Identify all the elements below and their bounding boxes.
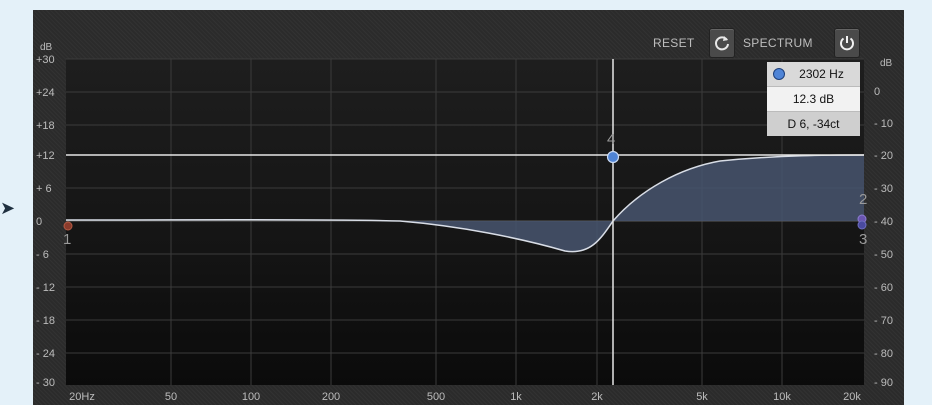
- freq-tick: 10k: [773, 391, 791, 403]
- right-tick: - 70: [874, 315, 893, 327]
- reset-label: RESET: [653, 36, 695, 50]
- readout-gain: 12.3 dB: [792, 92, 835, 106]
- right-tick: - 90: [874, 377, 893, 389]
- freq-tick: 50: [164, 391, 178, 403]
- band-readout-panel: 2302 Hz 12.3 dB D 6, -34ct: [767, 62, 860, 136]
- left-tick: +18: [36, 120, 55, 132]
- freq-tick: 20Hz: [69, 391, 95, 403]
- right-axis-unit: dB: [880, 58, 893, 69]
- band4-handle[interactable]: [606, 150, 620, 164]
- right-tick: - 80: [874, 348, 893, 360]
- left-tick: +12: [36, 150, 55, 162]
- freq-tick: 20k: [843, 391, 861, 403]
- power-icon: [840, 36, 854, 51]
- freq-tick: 1k: [510, 391, 522, 403]
- right-tick: - 30: [874, 183, 893, 195]
- readout-note-row: D 6, -34ct: [767, 112, 860, 136]
- readout-gain-row[interactable]: 12.3 dB: [767, 87, 860, 112]
- left-tick: - 6: [36, 249, 49, 261]
- left-tick: +24: [36, 87, 55, 99]
- readout-frequency-row[interactable]: 2302 Hz: [767, 62, 860, 87]
- band3-handle[interactable]: [857, 220, 867, 230]
- eq-response-curve: [65, 154, 865, 253]
- right-tick: - 20: [874, 150, 893, 162]
- left-tick: 0: [36, 216, 43, 228]
- right-tick: - 10: [874, 118, 893, 130]
- freq-tick: 200: [321, 391, 341, 403]
- band3-label: 3: [859, 231, 868, 248]
- spectrum-toggle-button[interactable]: [834, 28, 860, 58]
- freq-tick: 2k: [591, 391, 603, 403]
- reset-button[interactable]: [709, 28, 735, 58]
- freq-tick: 100: [241, 391, 261, 403]
- right-tick: - 50: [874, 249, 893, 261]
- readout-frequency: 2302 Hz: [799, 67, 844, 81]
- right-tick: 0: [874, 86, 881, 98]
- band2-label: 2: [859, 191, 868, 208]
- freq-tick: 5k: [696, 391, 708, 403]
- spectrum-label: SPECTRUM: [743, 36, 813, 50]
- freq-tick: 500: [426, 391, 446, 403]
- right-tick: - 60: [874, 282, 893, 294]
- left-tick: +30: [36, 54, 55, 66]
- left-tick: - 24: [36, 348, 55, 360]
- left-tick: - 12: [36, 282, 55, 294]
- left-tick: - 18: [36, 315, 55, 327]
- eq-fill-area: [66, 155, 864, 252]
- band1-label: 1: [63, 231, 72, 248]
- band1-handle[interactable]: [63, 221, 73, 231]
- readout-note: D 6, -34ct: [787, 117, 840, 131]
- left-axis-unit: dB: [40, 42, 53, 53]
- right-tick: - 40: [874, 216, 893, 228]
- left-tick: + 6: [36, 183, 52, 195]
- grid-lines: [66, 58, 864, 385]
- left-tick: - 30: [36, 377, 55, 389]
- refresh-icon: [715, 36, 729, 51]
- band-color-dot-icon: [773, 68, 785, 80]
- band4-label: 4: [607, 131, 616, 148]
